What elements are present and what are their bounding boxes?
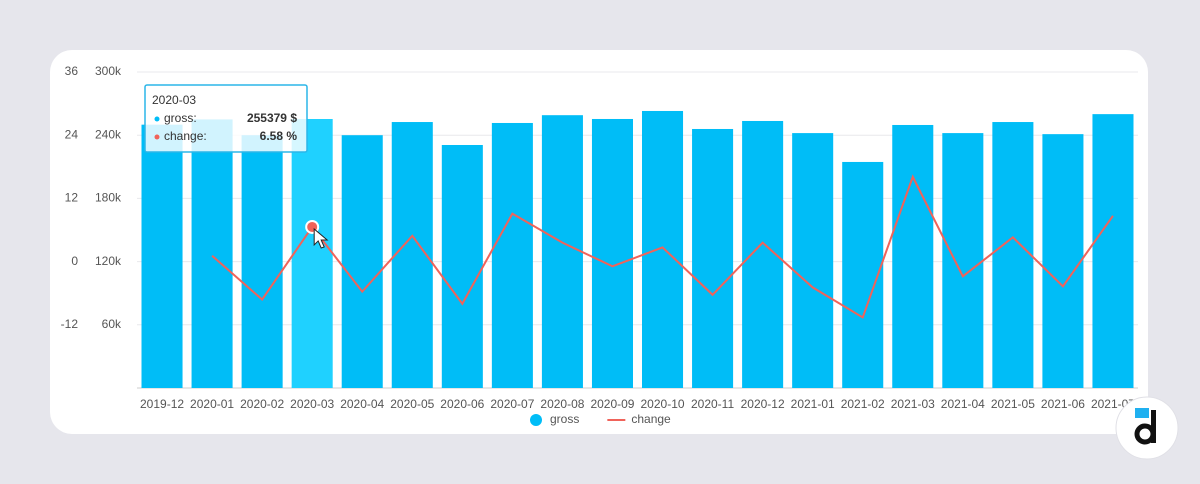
x-tick-label: 2021-01: [791, 397, 835, 411]
legend-swatch: [530, 414, 542, 426]
x-tick-label: 2020-04: [340, 397, 384, 411]
logo: [1115, 396, 1179, 460]
y-tick-label: 60k: [102, 317, 122, 331]
x-tick-label: 2020-09: [590, 397, 634, 411]
tooltip-dot: [154, 134, 160, 140]
y2-tick-label: 36: [65, 64, 79, 78]
x-tick-label: 2021-05: [991, 397, 1035, 411]
logo-mark: [1151, 410, 1156, 443]
bar: [191, 119, 233, 389]
bar: [141, 124, 183, 389]
bar: [541, 115, 583, 388]
x-tick-label: 2021-03: [891, 397, 935, 411]
bar: [491, 122, 533, 389]
y-tick-label: 300k: [95, 64, 122, 78]
x-tick-label: 2020-07: [490, 397, 534, 411]
y-tick-label: 120k: [95, 254, 122, 268]
tooltip: 2020-03 gross: 255379 $ change: 6.58 %: [144, 84, 308, 153]
bar: [441, 144, 483, 388]
tooltip-box: [144, 84, 308, 153]
x-tick-label: 2020-12: [741, 397, 785, 411]
x-tick-label: 2020-05: [390, 397, 434, 411]
bar: [1092, 114, 1134, 388]
legend-label: change: [631, 412, 671, 426]
tooltip-value: 6.58 %: [260, 129, 298, 143]
tooltip-label: gross:: [164, 111, 197, 125]
bar: [992, 122, 1034, 389]
x-tick-label: 2020-10: [641, 397, 685, 411]
bar: [1042, 134, 1084, 388]
bar: [792, 133, 834, 388]
plot: 300k 240k 180k 120k 60k 36 24 12 0 -12 2019-12 2020…: [61, 64, 1138, 426]
bar: [241, 135, 283, 388]
tooltip-label: change:: [164, 129, 207, 143]
bar: [341, 135, 383, 388]
x-tick-label: 2021-02: [841, 397, 885, 411]
y-tick-label: 240k: [95, 127, 122, 141]
y2-tick-label: 0: [71, 254, 78, 268]
y2-tick-label: -12: [61, 317, 79, 331]
tooltip-dot: [154, 116, 160, 122]
x-tick-label: 2020-11: [691, 397, 734, 411]
x-tick-label: 2020-06: [440, 397, 484, 411]
logo-mark: [1135, 408, 1149, 418]
x-tick-label: 2020-02: [240, 397, 284, 411]
bar: [642, 110, 684, 389]
tooltip-value: 255379 $: [247, 111, 297, 125]
bar: [591, 118, 633, 388]
x-tick-label: 2019-12: [140, 397, 184, 411]
bar: [692, 128, 734, 388]
bar: [291, 119, 333, 388]
x-tick-label: 2021-04: [941, 397, 985, 411]
cursor: [313, 227, 329, 249]
line: [211, 174, 1114, 319]
bar: [942, 133, 984, 388]
y2-tick-label: 24: [65, 127, 79, 141]
bar: [842, 161, 884, 388]
x-tick-label: 2020-01: [190, 397, 234, 411]
bar: [892, 124, 934, 388]
x-tick-label: 2020-08: [540, 397, 584, 411]
y-tick-label: 180k: [95, 191, 122, 205]
tooltip-title: 2020-03: [152, 93, 196, 107]
legend-label: gross: [550, 412, 579, 426]
y2-tick-label: 12: [65, 191, 79, 205]
x-tick-label: 2021-06: [1041, 397, 1085, 411]
x-tick-label: 2020-03: [290, 397, 334, 411]
